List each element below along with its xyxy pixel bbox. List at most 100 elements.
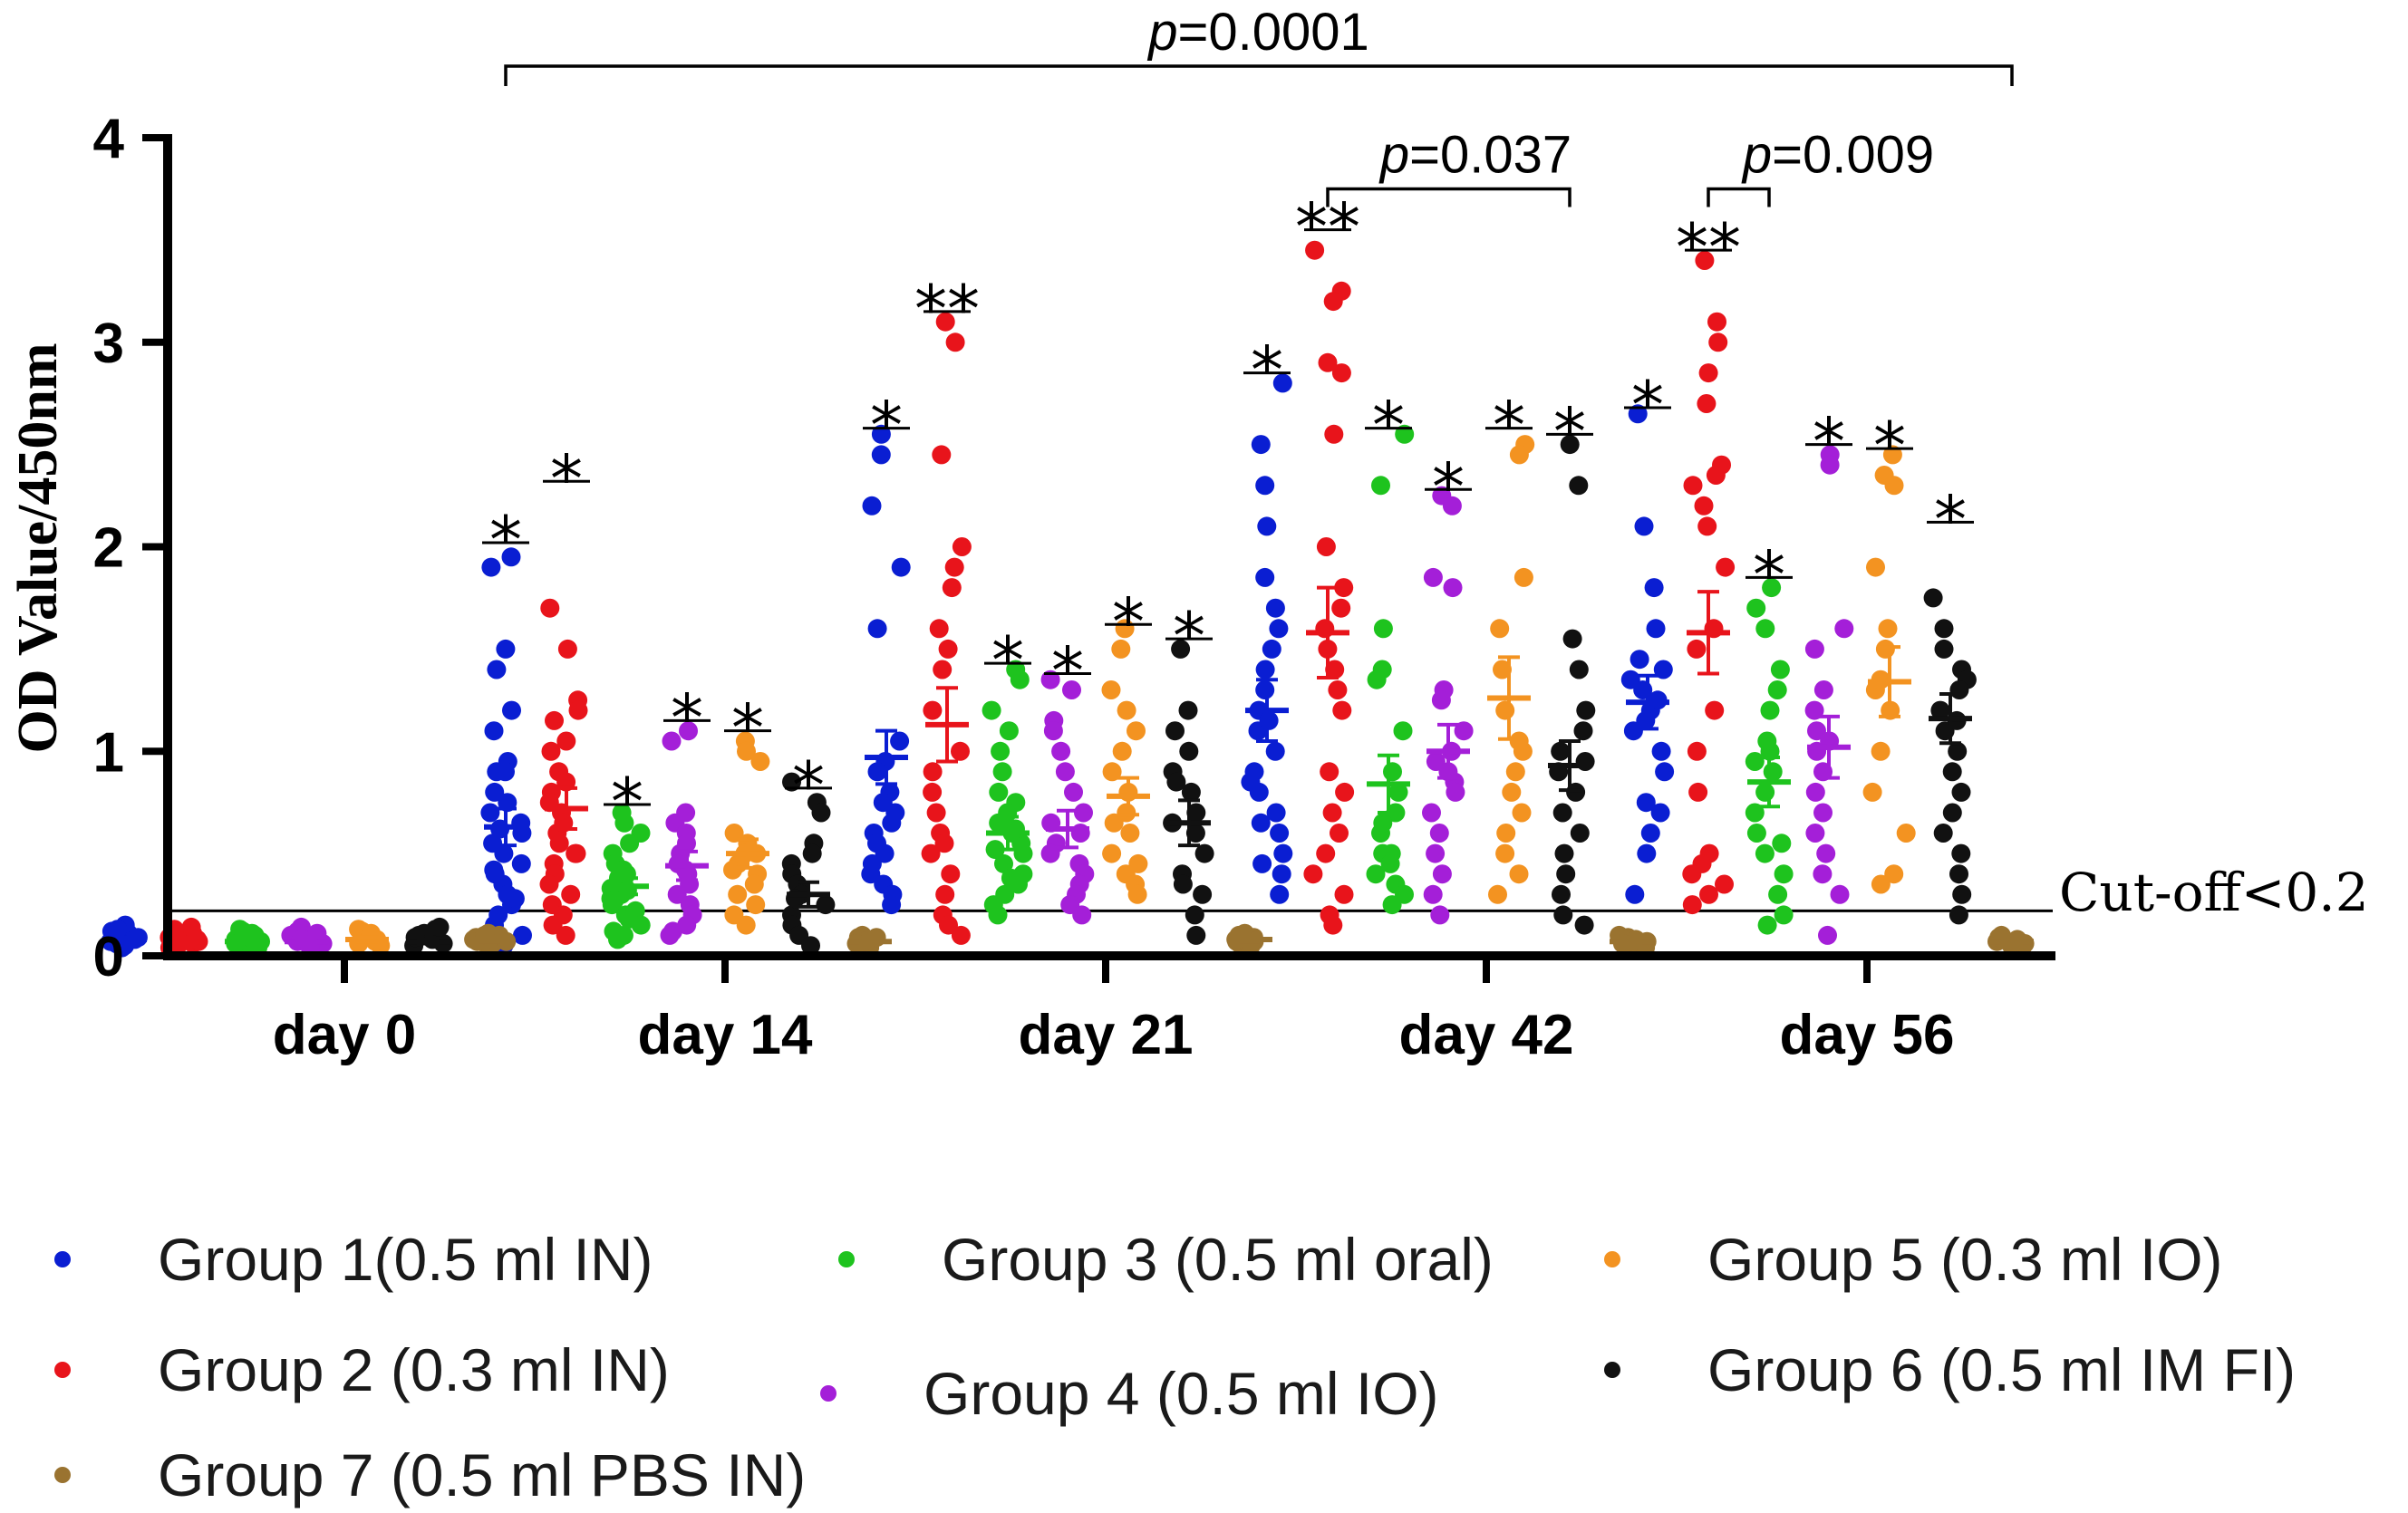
data-point xyxy=(1630,650,1649,670)
data-point xyxy=(614,860,633,880)
x-tick-label: day 14 xyxy=(637,1004,813,1066)
data-point xyxy=(539,874,559,894)
data-point xyxy=(1334,884,1354,904)
data-point xyxy=(1120,824,1140,843)
data-point xyxy=(1328,680,1348,699)
y-tick-label: 4 xyxy=(93,108,125,170)
x-tick-label: day 42 xyxy=(1398,1004,1573,1066)
significance-star: * xyxy=(550,440,583,516)
data-point xyxy=(1490,619,1510,639)
significance-star: * xyxy=(991,622,1024,699)
data-point xyxy=(1316,843,1336,863)
data-point xyxy=(991,741,1011,761)
data-point xyxy=(511,853,531,873)
data-point xyxy=(1102,762,1122,782)
data-point xyxy=(1687,741,1707,761)
data-point xyxy=(480,803,500,823)
data-point xyxy=(1166,772,1186,792)
data-point xyxy=(566,843,585,863)
significance-star: * xyxy=(1934,481,1967,557)
data-point xyxy=(1634,516,1654,536)
data-point xyxy=(1255,567,1275,587)
significance-bracket xyxy=(1326,187,1571,207)
data-point xyxy=(782,772,801,792)
data-point xyxy=(750,752,770,771)
data-point xyxy=(501,547,521,567)
data-point xyxy=(1272,864,1291,884)
data-point xyxy=(1111,639,1131,659)
data-point xyxy=(1807,721,1826,741)
data-point xyxy=(746,895,766,915)
data-point xyxy=(1383,762,1402,782)
data-point xyxy=(816,895,836,915)
data-point xyxy=(1942,803,1962,823)
data-point xyxy=(1423,884,1443,904)
data-point xyxy=(1637,843,1657,863)
data-point xyxy=(890,731,910,751)
data-point xyxy=(662,731,682,751)
data-point xyxy=(1576,700,1596,720)
y-tick-label: 0 xyxy=(93,926,124,988)
data-point xyxy=(1331,598,1351,618)
data-point xyxy=(430,917,450,937)
data-point xyxy=(932,445,952,465)
data-point xyxy=(1757,731,1777,751)
data-point xyxy=(1934,619,1954,639)
data-point xyxy=(1320,762,1339,782)
data-point xyxy=(1173,874,1193,894)
data-point xyxy=(513,925,532,945)
data-point xyxy=(1488,884,1507,904)
data-point xyxy=(1431,690,1451,710)
data-point xyxy=(1746,598,1766,618)
data-point xyxy=(1509,864,1529,884)
data-point xyxy=(1101,680,1121,699)
data-point xyxy=(1574,915,1594,935)
data-point xyxy=(1554,843,1574,863)
data-point xyxy=(992,762,1012,782)
significance-star: ** xyxy=(914,271,980,347)
data-point xyxy=(942,578,962,598)
cutoff-label: Cut-off<0.2 xyxy=(2059,862,2369,923)
data-point xyxy=(861,864,881,884)
data-point xyxy=(1040,843,1060,863)
data-point xyxy=(1930,700,1950,720)
data-point xyxy=(1949,864,1968,884)
data-point xyxy=(1446,782,1465,802)
data-point xyxy=(1072,905,1092,925)
data-point xyxy=(1265,741,1285,761)
data-point xyxy=(1770,660,1790,679)
data-point xyxy=(1569,476,1589,496)
data-point xyxy=(1805,782,1825,802)
data-point xyxy=(1373,619,1393,639)
data-point xyxy=(1688,782,1708,802)
data-point xyxy=(1505,762,1525,782)
data-point xyxy=(1366,864,1386,884)
data-point xyxy=(1512,803,1532,823)
data-point xyxy=(1265,598,1285,618)
data-point xyxy=(1270,824,1290,843)
p-value-label: p=0.0001 xyxy=(1146,3,1369,62)
data-point xyxy=(1426,843,1446,863)
data-point xyxy=(802,843,822,863)
data-point xyxy=(541,741,561,761)
data-point xyxy=(1763,762,1783,782)
data-point xyxy=(1502,782,1522,802)
data-point xyxy=(494,843,514,863)
data-point xyxy=(867,762,887,782)
data-point xyxy=(945,332,965,352)
data-point xyxy=(1551,741,1571,761)
data-point xyxy=(614,813,634,833)
data-point xyxy=(660,925,680,945)
data-point xyxy=(1382,895,1402,915)
data-point xyxy=(1493,660,1512,679)
data-point xyxy=(487,660,507,679)
data-point xyxy=(1923,588,1943,608)
significance-star: * xyxy=(1553,393,1586,469)
x-tick-label: day 0 xyxy=(273,1004,417,1066)
data-point xyxy=(631,915,651,935)
data-point xyxy=(1949,680,1969,699)
data-point xyxy=(1949,905,1968,925)
data-point xyxy=(1112,741,1132,761)
data-point xyxy=(1556,864,1576,884)
data-point xyxy=(1255,680,1275,699)
